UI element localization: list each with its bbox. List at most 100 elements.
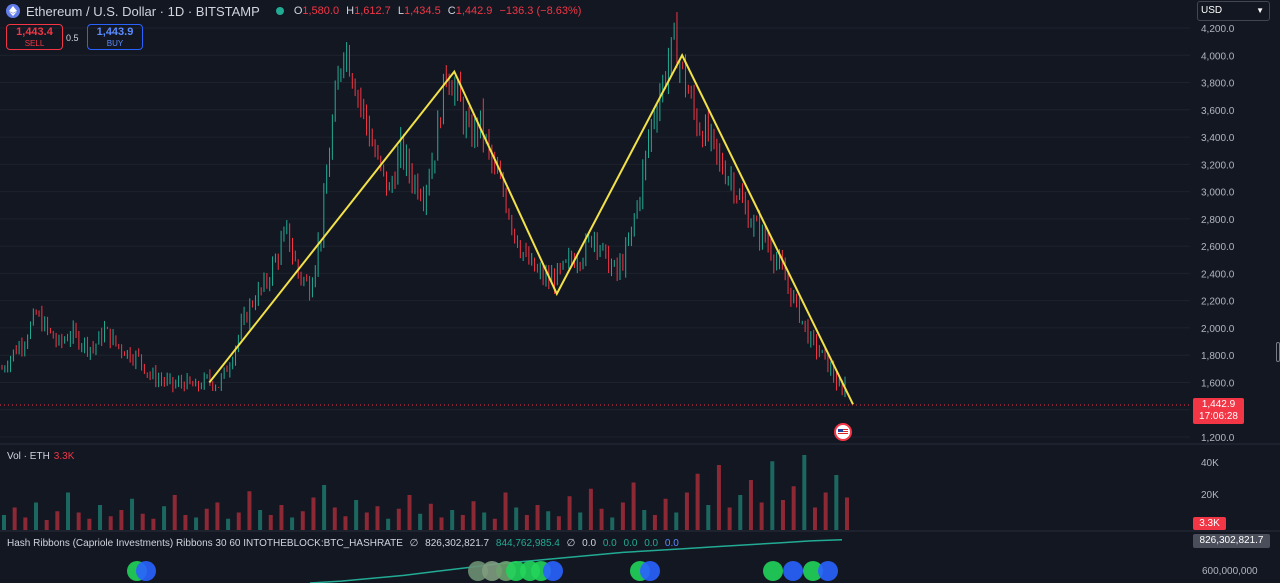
last-price-tag: 1,442.9 17:06:28 <box>1193 398 1244 424</box>
volume-current: 3.3K <box>53 451 75 462</box>
volume-bar <box>247 491 252 530</box>
signal-dot <box>803 561 823 581</box>
volume-bar <box>845 497 849 530</box>
price-grid <box>0 27 1190 438</box>
hash-value-1: 826,302,821.7 <box>425 538 490 549</box>
volume-bar <box>706 505 711 530</box>
candlestick-series <box>1 12 846 398</box>
signal-dot <box>783 561 803 581</box>
volume-bar <box>364 512 369 530</box>
volume-bar <box>204 508 209 530</box>
volume-bar <box>407 495 412 530</box>
price-tick-label: 3,000.0 <box>1201 188 1235 199</box>
price-tick-label: 2,600.0 <box>1201 242 1235 253</box>
price-tick-label: 3,400.0 <box>1201 133 1235 144</box>
change-value: −136.3 (−8.63%) <box>499 5 582 17</box>
volume-bar <box>450 510 455 530</box>
volume-bar <box>514 507 519 530</box>
volume-bar <box>620 502 625 530</box>
volume-bar <box>108 516 113 530</box>
us-flag-icon[interactable] <box>834 423 852 441</box>
volume-bar <box>183 515 188 530</box>
volume-bar <box>55 511 60 530</box>
volume-tick-label: 40K <box>1201 458 1219 469</box>
volume-bar <box>791 486 796 530</box>
sell-button[interactable]: 1,443.4 SELL <box>6 24 63 50</box>
volume-bar <box>770 461 775 530</box>
buy-button[interactable]: 1,443.9 BUY <box>87 24 143 50</box>
sell-price: 1,443.4 <box>16 26 53 38</box>
volume-bar <box>332 507 337 530</box>
volume-tick-label: 20K <box>1201 490 1219 501</box>
symbol-title[interactable]: Ethereum / U.S. Dollar · 1D · BITSTAMP <box>26 3 260 19</box>
volume-bar <box>215 502 220 530</box>
volume-bar <box>268 515 273 530</box>
low-key: L <box>397 5 404 17</box>
volume-bar <box>503 492 508 530</box>
sell-label: SELL <box>24 39 45 48</box>
hash-value-5: 0.0 <box>602 538 617 549</box>
volume-bar <box>823 492 828 530</box>
volume-bar <box>76 512 81 530</box>
volume-bar <box>642 510 647 530</box>
hash-ribbon-line <box>309 539 843 583</box>
volume-bar <box>460 515 465 530</box>
price-tick-label: 2,800.0 <box>1201 215 1235 226</box>
volume-bar <box>812 507 817 530</box>
volume-bar <box>578 512 583 530</box>
volume-bar <box>396 508 401 530</box>
volume-bar <box>482 512 487 530</box>
volume-bar <box>12 507 17 530</box>
volume-bar <box>44 520 49 530</box>
volume-bar <box>172 495 177 530</box>
signal-dot <box>818 561 838 581</box>
volume-bar <box>300 511 305 530</box>
price-tick-label: 1,200.0 <box>1201 433 1235 444</box>
volume-bar <box>162 506 167 530</box>
volume-bar <box>98 505 103 530</box>
volume-bar <box>695 473 700 530</box>
volume-bars <box>2 455 849 530</box>
price-axis[interactable]: 4,200.0 4,000.0 3,800.0 3,600.0 3,400.0 3,200… <box>1201 24 1235 444</box>
volume-bar <box>663 498 668 530</box>
signal-dot <box>763 561 783 581</box>
volume-bar <box>716 465 721 530</box>
price-tick-label: 2,200.0 <box>1201 297 1235 308</box>
price-tick-label: 1,600.0 <box>1201 378 1235 389</box>
close-key: C <box>447 5 456 17</box>
volume-bar <box>322 485 327 530</box>
volume-title: Vol · ETH <box>7 451 50 462</box>
currency-select[interactable]: USD ▼ <box>1197 1 1270 21</box>
hash-ribbons-legend[interactable]: Hash Ribbons (Capriole Investments) Ribb… <box>7 538 679 549</box>
signal-dot <box>468 561 488 581</box>
volume-bar <box>23 517 28 530</box>
volume-axis: 40K 20K <box>1201 458 1219 501</box>
chevron-down-icon: ▼ <box>1256 6 1264 15</box>
volume-bar <box>727 507 732 530</box>
volume-bar <box>130 498 135 530</box>
volume-bar <box>375 506 380 530</box>
price-tick-label: 4,000.0 <box>1201 51 1235 62</box>
buy-label: BUY <box>106 39 124 48</box>
open-key: O <box>293 5 303 17</box>
scroll-handle[interactable] <box>1276 342 1280 362</box>
volume-bar <box>258 510 263 530</box>
market-status-icon[interactable] <box>275 7 284 15</box>
high-key: H <box>346 5 355 17</box>
volume-legend[interactable]: Vol · ETH 3.3K <box>7 451 74 462</box>
price-tick-label: 2,400.0 <box>1201 269 1235 280</box>
close-value: 1,442.9 <box>455 5 493 17</box>
volume-bar <box>834 475 839 530</box>
hash-value-4: 0.0 <box>582 538 597 549</box>
volume-bar <box>738 495 743 530</box>
last-price-value: 1,442.9 <box>1201 399 1236 410</box>
pattern-trendline[interactable] <box>208 53 854 405</box>
volume-bar <box>802 455 807 530</box>
volume-bar <box>674 512 679 530</box>
price-tick-label: 3,200.0 <box>1201 160 1235 171</box>
volume-bar <box>2 515 6 530</box>
open-value: 1,580.0 <box>302 5 340 17</box>
volume-bar <box>599 508 604 530</box>
